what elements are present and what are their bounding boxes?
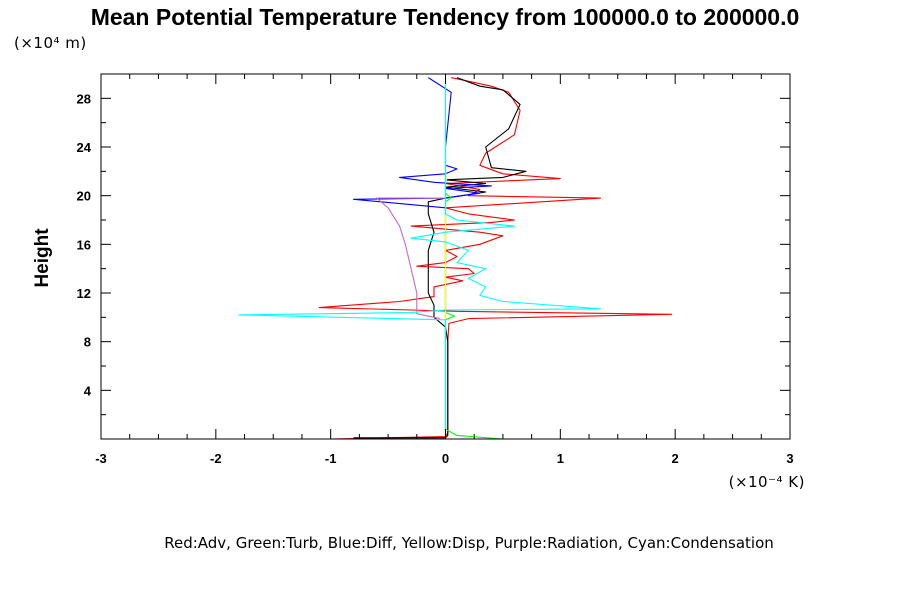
series-line-5 (376, 197, 446, 320)
y-unit-label: (×10⁴ m) (14, 34, 87, 52)
series-line-2 (353, 77, 492, 439)
y-tick-label: 20 (77, 189, 91, 204)
x-tick-label: -3 (95, 451, 107, 466)
y-tick-label: 4 (84, 383, 92, 398)
x-tick-label: -2 (210, 451, 222, 466)
series-line-1 (353, 77, 527, 439)
y-tick-label: 12 (77, 286, 91, 301)
series-line-3 (444, 183, 503, 440)
x-tick-label: 3 (786, 451, 793, 466)
series-line-6 (238, 77, 602, 439)
legend: Red:Adv, Green:Turb, Blue:Diff, Yellow:D… (164, 534, 774, 552)
x-unit-label: (×10⁻⁴ K) (729, 473, 805, 491)
y-tick-label: 24 (77, 140, 92, 155)
series-line-0 (318, 77, 673, 440)
x-tick-label: 2 (672, 451, 679, 466)
series-layer (238, 77, 673, 440)
y-axis-label: Height (32, 228, 53, 288)
chart-title: Mean Potential Temperature Tendency from… (91, 4, 800, 30)
y-tick-label: 28 (77, 91, 91, 106)
y-tick-label: 8 (84, 335, 91, 350)
x-tick-label: -1 (325, 451, 337, 466)
x-tick-label: 0 (442, 451, 449, 466)
y-tick-label: 16 (77, 237, 91, 252)
x-tick-label: 1 (557, 451, 564, 466)
